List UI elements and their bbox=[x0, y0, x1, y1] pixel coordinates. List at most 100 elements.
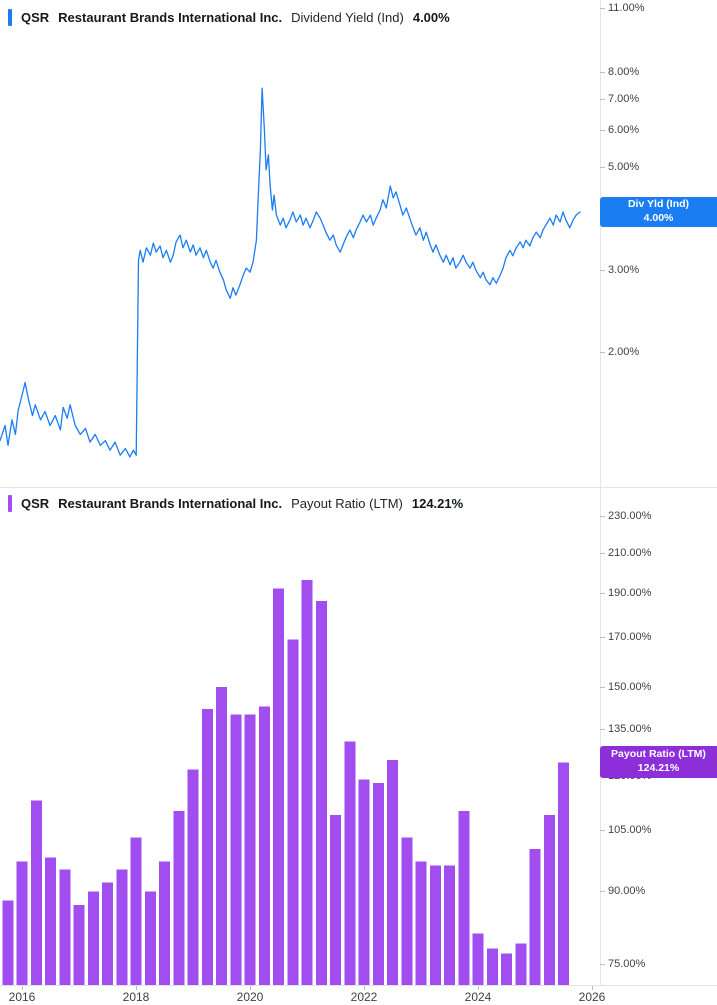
payout-ratio-bar bbox=[529, 849, 541, 985]
panel-divider bbox=[0, 487, 717, 488]
payout-ratio-bar bbox=[45, 857, 57, 985]
payout-ratio-bar bbox=[87, 891, 99, 985]
y-axis-tick-label: 135.00% bbox=[608, 723, 652, 735]
payout-ratio-bar bbox=[372, 783, 384, 985]
series-color-bar-icon bbox=[8, 9, 12, 26]
badge-metric-value: 4.00% bbox=[643, 212, 674, 224]
y-axis-tick-label: 75.00% bbox=[608, 958, 646, 970]
y-axis-tick-mark bbox=[600, 8, 605, 9]
payout-ratio-bar bbox=[144, 891, 156, 985]
metric-name: Dividend Yield (Ind) bbox=[291, 10, 404, 25]
dividend-yield-chart-header: QSR Restaurant Brands International Inc.… bbox=[8, 9, 456, 26]
payout-ratio-bar bbox=[2, 900, 14, 985]
badge-metric-label: Payout Ratio (LTM) bbox=[611, 748, 706, 761]
x-axis-year-label: 2026 bbox=[578, 990, 606, 1004]
payout-ratio-bar bbox=[287, 639, 299, 985]
payout-ratio-bar bbox=[358, 779, 370, 985]
x-axis-year-label: 2024 bbox=[464, 990, 492, 1004]
x-axis-year-label: 2020 bbox=[236, 990, 264, 1004]
metric-value: 4.00% bbox=[412, 10, 450, 25]
y-axis-tick-mark bbox=[600, 830, 605, 831]
metric-name: Payout Ratio (LTM) bbox=[291, 496, 403, 511]
ticker-symbol: QSR bbox=[21, 10, 50, 25]
payout-ratio-bar bbox=[31, 800, 42, 985]
y-axis-tick-label: 5.00% bbox=[608, 161, 640, 173]
y-axis-tick-label: 3.00% bbox=[608, 264, 640, 276]
payout-ratio-bar bbox=[330, 814, 342, 985]
payout-ratio-bar bbox=[244, 714, 256, 985]
y-axis-tick-label: 190.00% bbox=[608, 587, 652, 599]
y-axis-tick-mark bbox=[600, 637, 605, 638]
x-axis-tick-mark bbox=[250, 986, 251, 990]
x-axis-tick-mark bbox=[364, 986, 365, 990]
payout-ratio-bar bbox=[458, 811, 470, 985]
x-axis-tick-mark bbox=[478, 986, 479, 990]
payout-ratio-bar bbox=[344, 741, 356, 985]
payout-ratio-bar bbox=[201, 709, 213, 985]
payout-ratio-bar bbox=[59, 869, 71, 985]
payout-ratio-bar bbox=[558, 762, 569, 985]
payout-ratio-bar bbox=[73, 904, 85, 985]
payout-ratio-bar bbox=[301, 580, 313, 985]
div-yield-axis-badge: Div Yld (Ind) 4.00% bbox=[600, 197, 717, 227]
x-time-axis[interactable]: 2016 2018 2020 2022 2024 2026 bbox=[0, 985, 717, 1005]
payout-ratio-chart-plot[interactable] bbox=[0, 487, 600, 985]
y-axis-tick-label: 11.00% bbox=[608, 2, 645, 14]
y-axis-tick-mark bbox=[600, 516, 605, 517]
y-axis-tick-label: 90.00% bbox=[608, 885, 646, 897]
payout-ratio-bar bbox=[130, 837, 142, 985]
payout-ratio-bar bbox=[444, 865, 456, 985]
payout-ratio-bar bbox=[472, 933, 484, 985]
series-color-bar-icon bbox=[8, 495, 12, 512]
y-axis-tick-mark bbox=[600, 964, 605, 965]
y-axis-tick-mark bbox=[600, 553, 605, 554]
y-axis-tick-label: 150.00% bbox=[608, 681, 652, 693]
badge-metric-value: 124.21% bbox=[637, 762, 680, 774]
y-axis-tick-mark bbox=[600, 687, 605, 688]
payout-ratio-bar bbox=[315, 601, 327, 985]
badge-metric-label: Div Yld (Ind) bbox=[627, 198, 690, 211]
dividend-yield-chart-plot[interactable] bbox=[0, 0, 600, 487]
y-axis-tick-mark bbox=[600, 891, 605, 892]
y-axis-tick-label: 210.00% bbox=[608, 547, 652, 559]
y-axis-tick-label: 105.00% bbox=[608, 824, 652, 836]
payout-ratio-bar bbox=[273, 588, 285, 985]
y-axis-tick-label: 7.00% bbox=[608, 93, 640, 105]
payout-ratio-bar bbox=[116, 869, 128, 985]
y-axis-tick-label: 6.00% bbox=[608, 124, 640, 136]
payout-ratio-bar bbox=[216, 687, 228, 985]
payout-ratio-chart-header: QSR Restaurant Brands International Inc.… bbox=[8, 495, 470, 512]
payout-ratio-axis-badge: Payout Ratio (LTM) 124.21% bbox=[600, 746, 717, 778]
payout-ratio-bar bbox=[486, 948, 498, 985]
y-axis-tick-label: 2.00% bbox=[608, 346, 640, 358]
y-axis-tick-mark bbox=[600, 167, 605, 168]
metric-value: 124.21% bbox=[411, 496, 464, 511]
y-axis-tick-mark bbox=[600, 729, 605, 730]
dividend-yield-line bbox=[0, 87, 581, 458]
y-axis-tick-label: 230.00% bbox=[608, 510, 652, 522]
company-name: Restaurant Brands International Inc. bbox=[58, 10, 283, 25]
payout-ratio-bar bbox=[401, 837, 413, 985]
y-axis-tick-label: 170.00% bbox=[608, 631, 652, 643]
payout-ratio-bar bbox=[187, 769, 199, 985]
x-axis-year-label: 2018 bbox=[122, 990, 150, 1004]
payout-ratio-bar bbox=[429, 865, 441, 985]
y-axis-tick-mark bbox=[600, 130, 605, 131]
y-axis-tick-mark bbox=[600, 352, 605, 353]
payout-ratio-bar bbox=[16, 861, 28, 985]
payout-ratio-bar bbox=[501, 953, 513, 985]
right-value-axis[interactable]: 11.00% 8.00% 7.00% 6.00% 5.00% 4.00% 3.00% 2.00… bbox=[600, 0, 717, 985]
x-axis-year-label: 2022 bbox=[350, 990, 378, 1004]
payout-ratio-bar bbox=[387, 760, 399, 985]
payout-ratio-bar bbox=[102, 882, 114, 985]
y-axis-tick-mark bbox=[600, 593, 605, 594]
payout-ratio-bar bbox=[258, 706, 270, 985]
payout-ratio-bar bbox=[159, 861, 171, 985]
y-axis-tick-label: 8.00% bbox=[608, 66, 640, 78]
payout-ratio-bar bbox=[543, 814, 555, 985]
payout-ratio-bar bbox=[173, 811, 185, 985]
payout-ratio-bar bbox=[230, 714, 242, 985]
payout-ratio-bar bbox=[515, 943, 527, 985]
x-axis-tick-mark bbox=[22, 986, 23, 990]
